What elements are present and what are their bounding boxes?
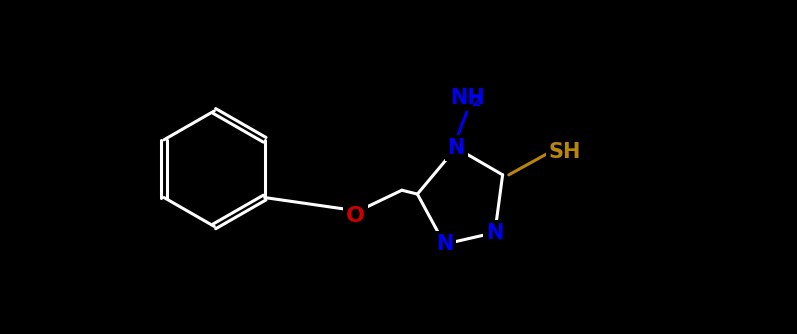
Text: O: O bbox=[346, 206, 365, 226]
Text: N: N bbox=[486, 222, 504, 242]
Text: 2: 2 bbox=[473, 95, 481, 109]
Text: SH: SH bbox=[548, 142, 581, 162]
Text: NH: NH bbox=[450, 88, 485, 108]
Text: N: N bbox=[447, 138, 465, 158]
Text: N: N bbox=[436, 234, 453, 254]
